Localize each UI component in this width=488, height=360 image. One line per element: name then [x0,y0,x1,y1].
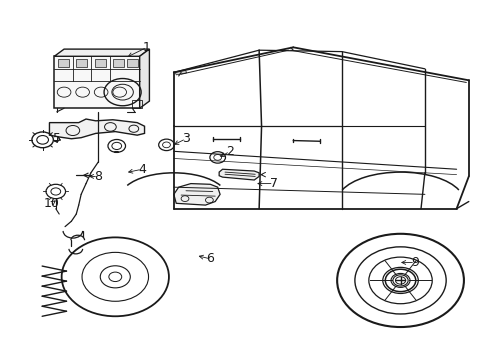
Polygon shape [173,184,220,205]
Text: 5: 5 [53,132,61,145]
Bar [113,59,124,67]
Text: 10: 10 [44,197,60,210]
Text: 1: 1 [143,41,151,54]
Text: 4: 4 [138,163,146,176]
Bar [95,59,105,67]
Text: 7: 7 [269,177,277,190]
Bar [127,59,138,67]
Bar [76,59,87,67]
Text: 9: 9 [410,256,418,269]
Polygon shape [219,169,259,180]
Text: 2: 2 [225,145,233,158]
Text: 6: 6 [206,252,214,265]
Polygon shape [49,119,144,139]
Text: 3: 3 [182,132,189,145]
Bar [175,70,186,75]
Text: 8: 8 [94,170,102,183]
Polygon shape [54,49,149,56]
Bar [54,56,140,108]
Bar [58,59,69,67]
Polygon shape [140,49,149,108]
Bar [132,100,142,108]
